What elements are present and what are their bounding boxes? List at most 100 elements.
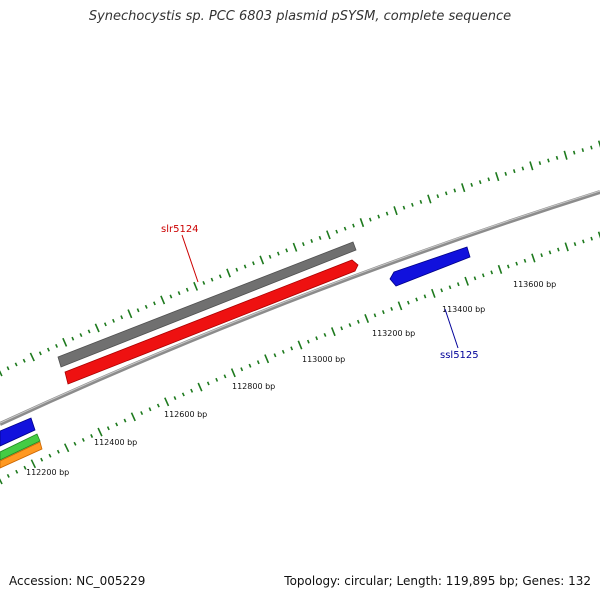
inner-ring-tick (564, 242, 569, 252)
outer-ring-tick (512, 169, 516, 174)
orange-feature-left[interactable] (0, 441, 43, 469)
inner-ring-tick (306, 339, 310, 344)
blue-feature-left[interactable] (0, 417, 36, 447)
inner-ring-tick (456, 282, 460, 287)
ssl5125-leader (444, 308, 459, 349)
outer-ring-tick (555, 155, 559, 160)
inner-ring-tick (123, 418, 127, 423)
outer-ring-tick (185, 287, 189, 292)
outer-ring-tick (359, 218, 365, 228)
map-title: Synechocystis sp. PCC 6803 plasmid pSYSM… (88, 9, 512, 24)
inner-ring-tick (290, 346, 294, 351)
inner-ring-tick (15, 469, 19, 474)
outer-ring-tick (136, 308, 140, 313)
inner-ring-tick (40, 457, 44, 462)
outer-ring-tick (202, 280, 206, 285)
outer-ring-tick (243, 264, 247, 269)
inner-ring-tick (106, 426, 110, 431)
outer-ring-tick (14, 362, 18, 367)
inner-ring-tick (264, 354, 270, 364)
inner-ring-tick (190, 388, 194, 393)
inner-ring-tick (73, 441, 77, 446)
inner-ring-tick (273, 353, 277, 358)
inner-ring-tick (490, 270, 494, 275)
inner-ring-tick (230, 368, 236, 378)
outer-ring-tick (103, 322, 107, 327)
inner-tick-ring (0, 231, 600, 485)
outer-ring-tick (177, 291, 181, 296)
inner-ring-tick (297, 340, 303, 350)
tick-label: 113000 bp (302, 355, 345, 364)
outer-ring-tick (521, 166, 525, 171)
inner-ring-tick (248, 363, 252, 368)
backbone-line-highlight (0, 190, 600, 424)
outer-ring-tick (487, 177, 491, 182)
inner-ring-tick (181, 392, 185, 397)
inner-ring-tick (156, 403, 160, 408)
outer-ring-tick (268, 254, 272, 259)
outer-ring-tick (301, 242, 305, 247)
tick-label: 113400 bp (442, 305, 485, 314)
gene-label-slr5124[interactable]: slr5124 (161, 224, 199, 235)
inner-ring-tick (206, 381, 210, 386)
inner-ring-tick (356, 319, 360, 324)
inner-ring-tick (30, 459, 37, 469)
inner-ring-tick (197, 382, 203, 392)
inner-ring-tick (63, 443, 70, 453)
outer-ring-tick (343, 226, 347, 231)
outer-ring-tick (252, 261, 255, 266)
inner-ring-tick (431, 288, 436, 298)
outer-ring-tick (436, 194, 440, 199)
accession-text: Accession: NC_005229 (9, 574, 146, 588)
outer-ring-tick (385, 211, 389, 216)
inner-ring-tick (23, 465, 27, 470)
inner-ring-tick (140, 411, 144, 416)
inner-ring-tick (373, 313, 377, 318)
outer-ring-tick (210, 277, 214, 282)
inner-ring-tick (440, 288, 444, 293)
inner-ring-tick (48, 453, 52, 458)
outer-ring-tick (276, 251, 280, 256)
gene-label-ssl5125[interactable]: ssl5125 (440, 350, 479, 361)
green-feature-left[interactable] (0, 433, 41, 461)
outer-ring-tick (470, 182, 474, 187)
outer-ring-tick (285, 248, 289, 253)
outer-ring-tick (402, 205, 406, 210)
inner-ring-tick (323, 332, 327, 337)
inner-ring-tick (115, 422, 119, 427)
outer-ring-tick (144, 304, 148, 309)
outer-ring-tick (87, 329, 91, 334)
outer-ring-tick (538, 161, 542, 166)
inner-ring-tick (6, 473, 10, 478)
outer-ring-tick (377, 214, 381, 219)
outer-ring-tick (495, 172, 500, 182)
outer-ring-tick (160, 295, 166, 305)
inner-ring-tick (481, 273, 485, 278)
inner-ring-tick (464, 276, 469, 286)
outer-ring-tick (29, 352, 35, 362)
outer-ring-tick (218, 274, 222, 279)
gray-feature[interactable] (57, 241, 357, 368)
outer-ring-tick (318, 235, 322, 240)
slr5124-feature[interactable] (64, 259, 359, 385)
inner-ring-tick (590, 236, 593, 241)
outer-ring-tick (235, 267, 239, 272)
ssl5125-feature[interactable] (389, 246, 471, 287)
inner-ring-tick (215, 377, 219, 382)
inner-ring-tick (557, 247, 560, 252)
outer-ring-tick (79, 333, 83, 338)
outer-ring-tick (94, 323, 100, 333)
inner-ring-tick (256, 360, 260, 365)
outer-ring-tick (292, 242, 298, 252)
inner-ring-tick (406, 300, 410, 305)
outer-ring-tick (461, 183, 466, 193)
inner-ring-tick (540, 253, 543, 258)
inner-ring-tick (415, 297, 419, 302)
inner-ring-tick (330, 327, 336, 337)
outer-ring-tick (55, 343, 59, 348)
inner-ring-tick (381, 310, 385, 315)
inner-ring-tick (130, 412, 136, 422)
inner-ring-tick (515, 261, 519, 266)
outer-ring-tick (226, 268, 231, 278)
inner-ring-tick (0, 478, 3, 485)
